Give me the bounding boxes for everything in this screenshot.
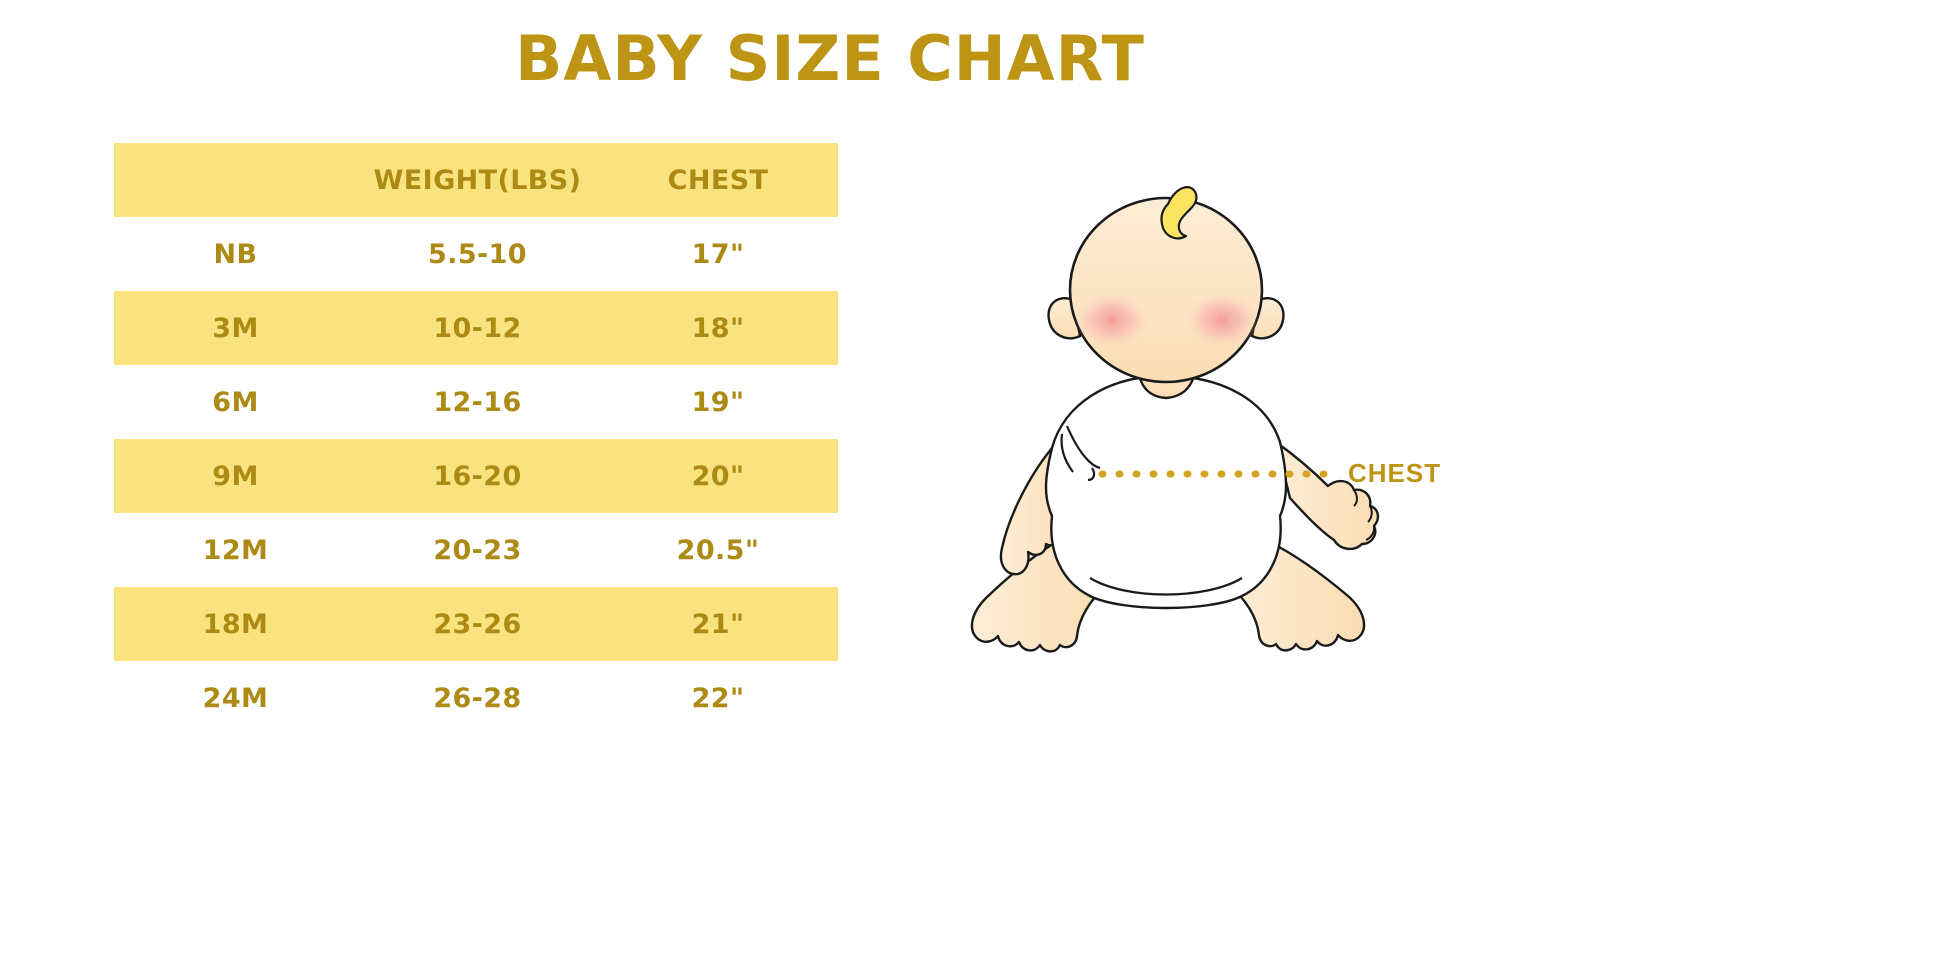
cell-size: 18M [114, 587, 357, 661]
cell-size: 3M [114, 291, 357, 365]
cell-weight: 23-26 [357, 587, 598, 661]
table-row: 3M 10-12 18" [114, 291, 838, 365]
cell-chest: 19" [598, 365, 838, 439]
table-row: 18M 23-26 21" [114, 587, 838, 661]
cell-weight: 26-28 [357, 661, 598, 735]
cell-weight: 20-23 [357, 513, 598, 587]
cell-chest: 22" [598, 661, 838, 735]
cell-chest: 18" [598, 291, 838, 365]
cell-weight: 5.5-10 [357, 217, 598, 291]
blush-right [1185, 292, 1259, 348]
cell-size: 6M [114, 365, 357, 439]
cell-chest: 21" [598, 587, 838, 661]
table-row: NB 5.5-10 17" [114, 217, 838, 291]
header-cell-weight: WEIGHT(LBS) [357, 143, 598, 217]
header-cell-size [114, 143, 357, 217]
cell-size: 24M [114, 661, 357, 735]
table-row: 9M 16-20 20" [114, 439, 838, 513]
cell-chest: 17" [598, 217, 838, 291]
cell-size: NB [114, 217, 357, 291]
baby-hair-curl [1160, 186, 1198, 240]
baby-onesie [1044, 374, 1288, 610]
blush-left [1075, 292, 1149, 348]
cell-size: 12M [114, 513, 357, 587]
baby-illustration [970, 186, 1380, 653]
baby-right-arm [1274, 440, 1380, 551]
cell-size: 9M [114, 439, 357, 513]
cell-chest: 20.5" [598, 513, 838, 587]
cell-weight: 12-16 [357, 365, 598, 439]
baby-head [1068, 196, 1264, 384]
table-row: 6M 12-16 19" [114, 365, 838, 439]
table-row: 24M 26-28 22" [114, 661, 838, 735]
cell-chest: 20" [598, 439, 838, 513]
table-row: 12M 20-23 20.5" [114, 513, 838, 587]
chest-measurement-label: CHEST [1348, 458, 1442, 488]
page-title: BABY SIZE CHART [515, 22, 1145, 95]
header-cell-chest: CHEST [598, 143, 838, 217]
cell-weight: 16-20 [357, 439, 598, 513]
table-header-row: WEIGHT(LBS) CHEST [114, 143, 838, 217]
baby-size-table: WEIGHT(LBS) CHEST NB 5.5-10 17" 3M 10-12… [114, 143, 838, 735]
cell-weight: 10-12 [357, 291, 598, 365]
